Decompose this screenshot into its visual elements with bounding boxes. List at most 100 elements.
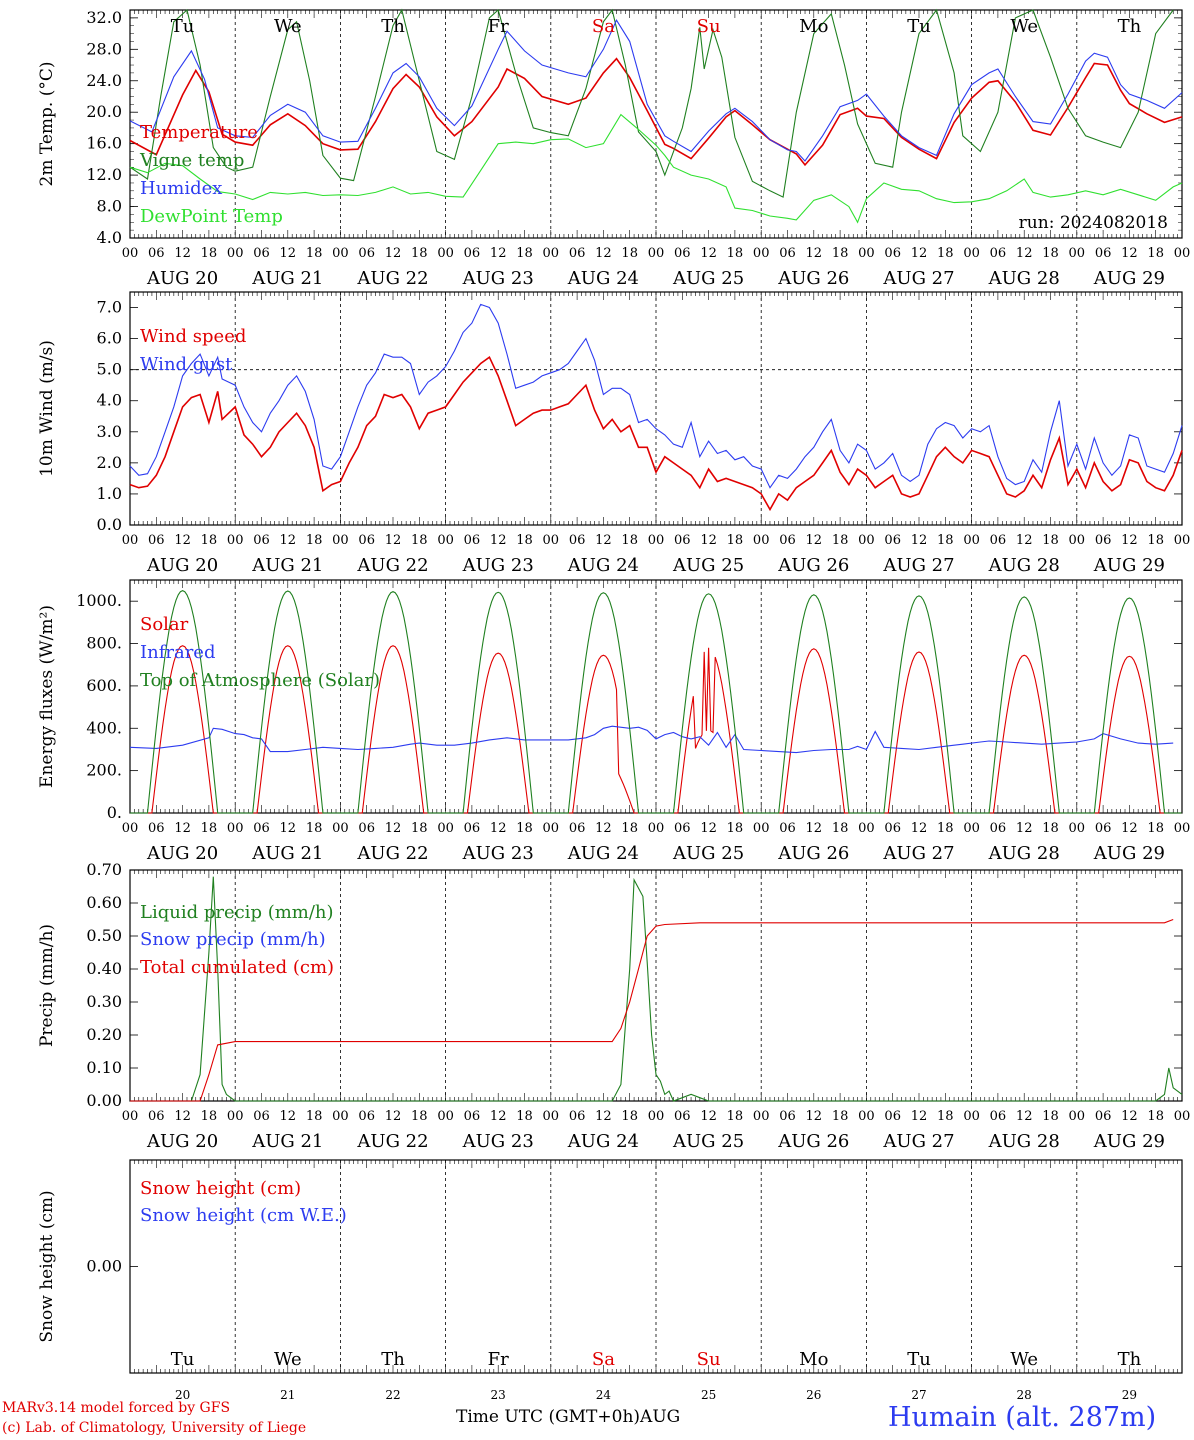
date-label: AUG 22 [356, 268, 428, 289]
hour-label: 12 [806, 533, 823, 548]
hour-label: 06 [990, 246, 1007, 261]
legend-entry: Solar [140, 614, 189, 635]
hour-label: 00 [543, 1109, 560, 1124]
hour-label: 00 [753, 533, 770, 548]
hour-label: 00 [963, 533, 980, 548]
legend-entry: Snow height (cm W.E.) [140, 1205, 347, 1226]
hour-label: 00 [437, 533, 454, 548]
hour-label: 06 [569, 1109, 586, 1124]
hour-label: 06 [884, 246, 901, 261]
hour-label: 18 [937, 533, 954, 548]
date-label: AUG 28 [988, 555, 1060, 576]
hour-label: 00 [1174, 246, 1191, 261]
date-label: AUG 24 [567, 268, 639, 289]
model-credit: MARv3.14 model forced by GFS [2, 1400, 231, 1416]
y-tick-label: 4.0 [97, 228, 122, 247]
hour-label: 12 [1016, 821, 1033, 836]
legend-entry: Wind speed [140, 326, 246, 347]
hour-label: 12 [280, 1109, 297, 1124]
y-tick-label: 2.0 [97, 453, 122, 472]
date-label: AUG 22 [356, 843, 428, 864]
hour-label: 18 [621, 533, 638, 548]
y-tick-label: 4.0 [97, 391, 122, 410]
hour-label: 18 [516, 246, 533, 261]
legend-entry: Snow height (cm) [140, 1178, 301, 1199]
hour-label: 18 [516, 533, 533, 548]
hour-label: 00 [648, 821, 665, 836]
hour-label: 06 [779, 821, 796, 836]
hour-label: 00 [227, 246, 244, 261]
hour-label: 00 [332, 533, 349, 548]
hour-label: 00 [1069, 821, 1086, 836]
date-label: AUG 25 [672, 555, 744, 576]
weekday-label: Sa [592, 16, 615, 37]
hour-label: 06 [884, 533, 901, 548]
hour-label: 06 [674, 1109, 691, 1124]
date-label: AUG 24 [567, 555, 639, 576]
day-number: 20 [175, 1388, 190, 1402]
hour-label: 06 [674, 533, 691, 548]
y-axis-label: 2m Temp. (°C) [37, 61, 57, 186]
day-number: 21 [280, 1388, 295, 1402]
lab-credit: (c) Lab. of Climatology, University of L… [2, 1420, 307, 1436]
weekday-label: Sa [592, 1349, 615, 1370]
hour-label: 18 [621, 246, 638, 261]
hour-label: 00 [543, 821, 560, 836]
hour-label: 00 [122, 533, 139, 548]
hour-label: 00 [332, 1109, 349, 1124]
hour-label: 06 [253, 246, 270, 261]
hour-label: 12 [911, 1109, 928, 1124]
hour-label: 12 [174, 246, 191, 261]
legend-entry: Vigne temp [139, 150, 244, 171]
date-label: AUG 27 [882, 843, 954, 864]
hour-label: 06 [779, 246, 796, 261]
hour-label: 12 [280, 246, 297, 261]
weekday-label: Th [381, 16, 405, 37]
hour-label: 00 [227, 533, 244, 548]
date-label: AUG 29 [1093, 1131, 1165, 1152]
hour-label: 00 [858, 1109, 875, 1124]
hour-label: 06 [1095, 533, 1112, 548]
hour-label: 00 [963, 1109, 980, 1124]
hour-label: 00 [122, 1109, 139, 1124]
day-number: 24 [596, 1388, 612, 1402]
hour-label: 18 [832, 246, 849, 261]
hour-label: 00 [1069, 246, 1086, 261]
legend-entry: DewPoint Temp [140, 206, 283, 227]
legend-entry: Top of Atmosphere (Solar) [140, 670, 380, 691]
hour-label: 18 [1042, 1109, 1059, 1124]
hour-label: 06 [464, 246, 481, 261]
hour-label: 12 [700, 1109, 717, 1124]
series-line-1 [129, 725, 1174, 754]
hour-label: 12 [174, 821, 191, 836]
date-label: AUG 20 [146, 1131, 218, 1152]
hour-label: 06 [148, 533, 165, 548]
y-tick-label: 24.0 [86, 71, 122, 90]
y-tick-label: 7.0 [97, 298, 122, 317]
hour-label: 12 [1121, 533, 1138, 548]
hour-label: 06 [569, 533, 586, 548]
hour-label: 18 [1042, 821, 1059, 836]
date-label: AUG 24 [567, 843, 639, 864]
hour-label: 00 [543, 533, 560, 548]
y-tick-label: 6.0 [97, 329, 122, 348]
series-line-0 [130, 876, 1183, 1102]
panel-1: 0.0 1.0 2.0 3.0 4.0 5.0 6.0 7.0 10m Wind (m/s) Wi… [37, 291, 1190, 576]
hour-label: 18 [411, 246, 428, 261]
y-tick-label: 200. [86, 761, 122, 780]
hour-label: 12 [911, 246, 928, 261]
hour-label: 18 [621, 1109, 638, 1124]
date-label: AUG 28 [988, 268, 1060, 289]
hour-label: 12 [490, 1109, 507, 1124]
hour-label: 00 [1174, 821, 1191, 836]
hour-label: 12 [385, 821, 402, 836]
hour-label: 18 [727, 821, 744, 836]
date-label: AUG 26 [777, 1131, 849, 1152]
hour-label: 00 [1069, 533, 1086, 548]
panel-2: 0. 200. 400. 600. 800. 1000. Energy fluxes (W/… [37, 579, 1191, 864]
hour-label: 00 [753, 1109, 770, 1124]
y-tick-label: 0.00 [86, 1257, 122, 1276]
hour-label: 06 [464, 821, 481, 836]
hour-label: 06 [674, 821, 691, 836]
